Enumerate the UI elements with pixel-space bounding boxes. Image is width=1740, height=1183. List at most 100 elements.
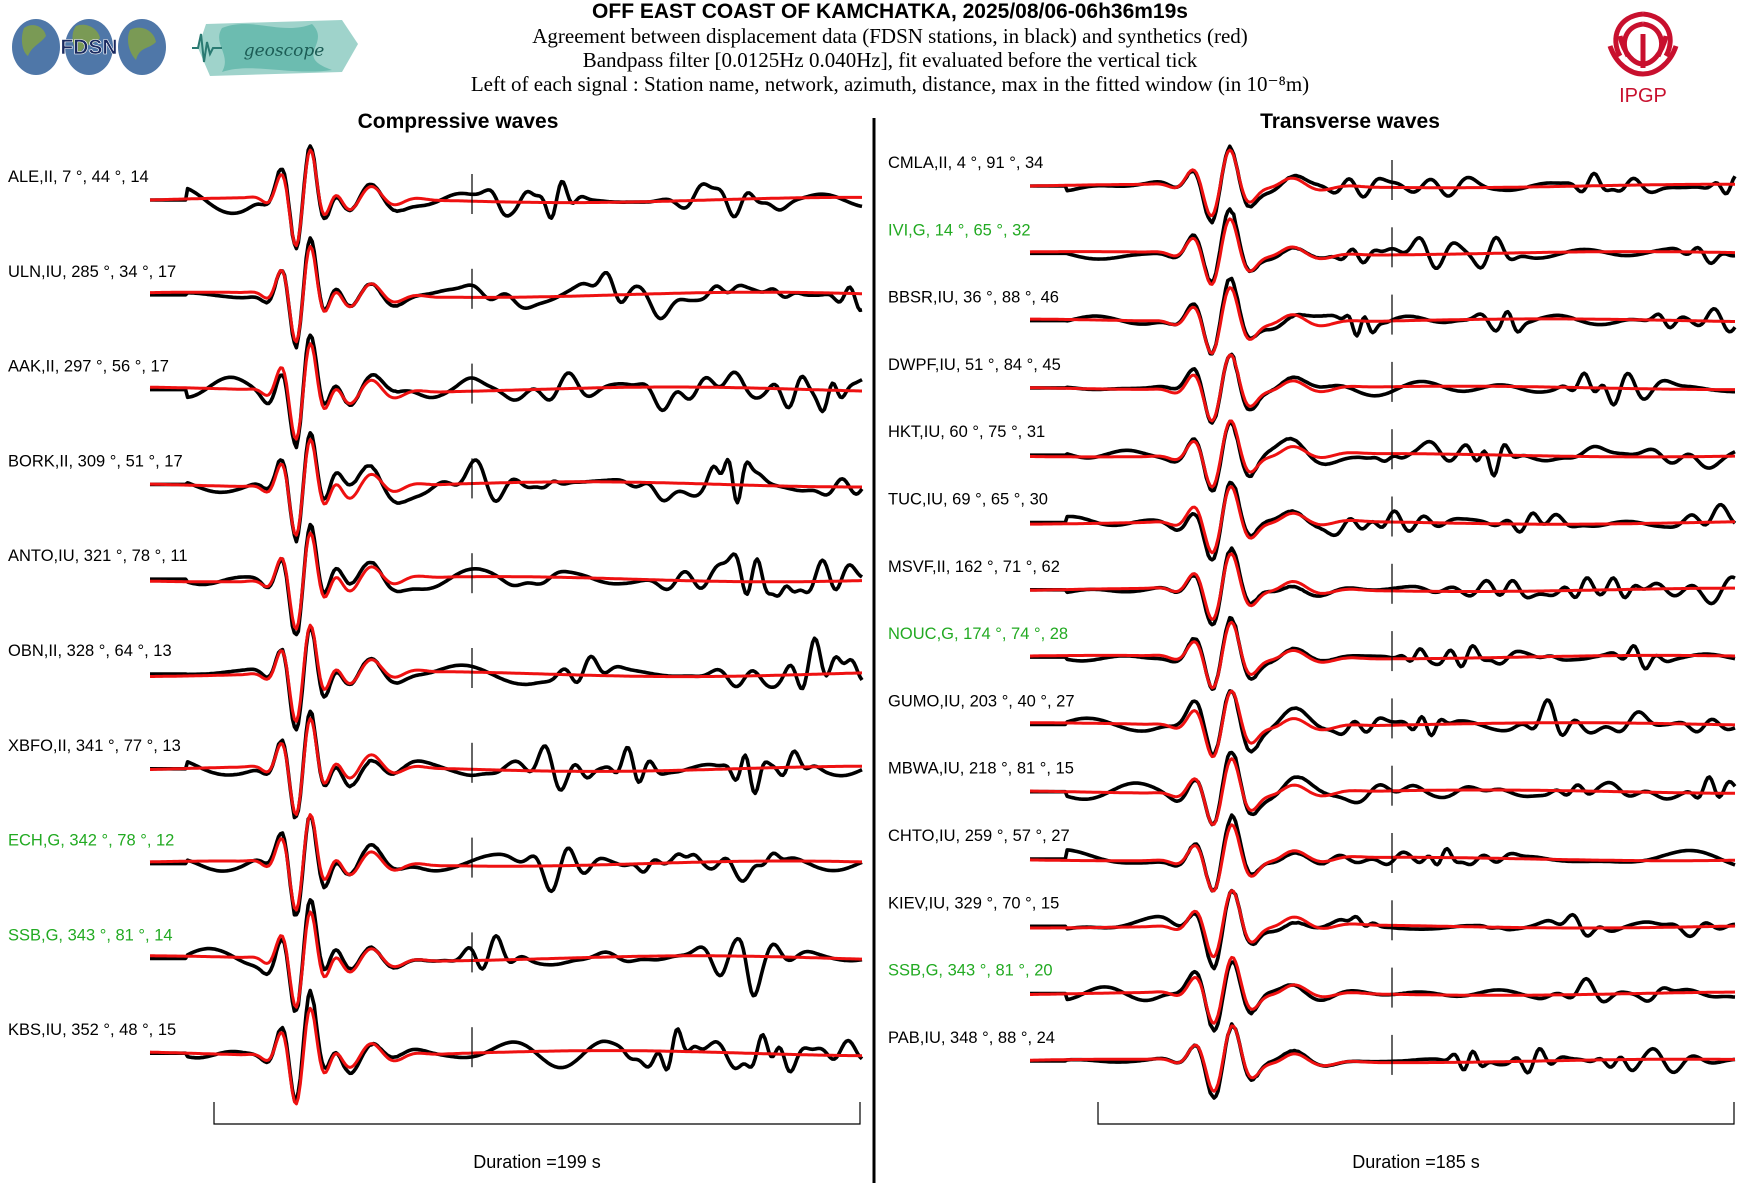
figure-title: OFF EAST COAST OF KAMCHATKA, 2025/08/06-… [592, 0, 1188, 23]
fdsn-logo: FDSN [12, 19, 166, 75]
station-trace-row: CMLA,II, 4 °, 91 °, 34 [888, 144, 1737, 225]
data-trace [1030, 207, 1736, 285]
station-label: TUC,IU, 69 °, 65 °, 30 [888, 491, 1048, 509]
duration-label: Duration =199 s [473, 1152, 601, 1172]
station-trace-row: PAB,IU, 348 °, 88 °, 24 [888, 1022, 1736, 1100]
synthetic-trace [1030, 485, 1735, 555]
synthetic-trace [1030, 955, 1736, 1025]
data-trace [150, 236, 863, 350]
panel-title: Compressive waves [358, 110, 559, 133]
station-label: DWPF,IU, 51 °, 84 °, 45 [888, 356, 1061, 374]
synthetic-trace [1030, 689, 1735, 759]
data-trace [1030, 750, 1737, 827]
station-label: SSB,G, 343 °, 81 °, 20 [888, 962, 1053, 980]
fdsn-logo-text: FDSN [60, 36, 117, 59]
station-label: BBSR,IU, 36 °, 88 °, 46 [888, 289, 1059, 307]
synthetic-trace [149, 148, 862, 248]
station-label: KIEV,IU, 329 °, 70 °, 15 [888, 894, 1059, 912]
figure-subtitle-bandpass: Bandpass filter [0.0125Hz 0.040Hz], fit … [582, 48, 1198, 72]
data-trace [150, 522, 864, 637]
data-trace [1030, 276, 1737, 356]
data-trace [1030, 352, 1735, 425]
geoscope-logo: geoscope [192, 20, 358, 76]
station-label: ANTO,IU, 321 °, 78 °, 11 [8, 547, 188, 565]
station-label: GUMO,IU, 203 °, 40 °, 27 [888, 692, 1075, 710]
synthetic-trace [150, 910, 862, 1009]
station-label: XBFO,II, 341 °, 77 °, 13 [8, 737, 181, 755]
station-trace-row: KIEV,IU, 329 °, 70 °, 15 [888, 888, 1736, 971]
synthetic-trace [1030, 148, 1735, 218]
station-label: PAB,IU, 348 °, 88 °, 24 [888, 1029, 1055, 1047]
panel-title: Transverse waves [1260, 110, 1440, 133]
station-label: ALE,II, 7 °, 44 °, 14 [8, 168, 149, 186]
synthetic-trace [1029, 552, 1735, 621]
data-trace [150, 333, 863, 450]
station-trace-row: MSVF,II, 162 °, 71 °, 62 [888, 546, 1736, 627]
synthetic-trace [150, 531, 862, 631]
data-trace [150, 709, 863, 820]
station-label: NOUC,G, 174 °, 74 °, 28 [888, 625, 1068, 643]
data-trace [150, 898, 863, 1013]
station-label: OBN,II, 328 °, 64 °, 13 [8, 642, 172, 660]
station-trace-row: AAK,II, 297 °, 56 °, 17 [8, 333, 863, 450]
duration-bracket [1097, 1102, 1735, 1125]
figure-subtitle-data-vs-synthetics: Agreement between displacement data (FDS… [532, 24, 1248, 48]
synthetic-trace [149, 1006, 862, 1106]
data-trace [150, 988, 864, 1102]
data-trace [150, 430, 864, 544]
station-label: MBWA,IU, 218 °, 81 °, 15 [888, 760, 1074, 778]
data-trace [1030, 419, 1736, 493]
synthetic-trace [1030, 419, 1735, 489]
ipgp-logo: IPGP [1607, 11, 1679, 107]
station-trace-row: BORK,II, 309 °, 51 °, 17 [8, 430, 864, 544]
data-trace [1030, 546, 1736, 627]
panel-compressive: Compressive waves ALE,II, 7 °, 44 °, 14 UL… [8, 110, 864, 1172]
synthetic-trace [1030, 286, 1735, 355]
station-label: CHTO,IU, 259 °, 57 °, 27 [888, 827, 1070, 845]
station-label: BORK,II, 309 °, 51 °, 17 [8, 452, 183, 470]
data-trace [1030, 888, 1736, 971]
station-label: KBS,IU, 352 °, 48 °, 15 [8, 1021, 176, 1039]
synthetic-trace [149, 342, 862, 441]
synthetic-trace [1030, 757, 1735, 826]
station-trace-row: HKT,IU, 60 °, 75 °, 31 [888, 419, 1736, 493]
station-trace-row: SSB,G, 343 °, 81 °, 14 [8, 898, 863, 1013]
synthetic-trace [150, 717, 862, 816]
station-label: MSVF,II, 162 °, 71 °, 62 [888, 558, 1060, 576]
synthetic-trace [149, 813, 862, 912]
data-trace [1030, 959, 1736, 1033]
geoscope-logo-text: geoscope [244, 41, 325, 61]
station-label: AAK,II, 297 °, 56 °, 17 [8, 358, 169, 376]
duration-label: Duration =185 s [1352, 1152, 1480, 1172]
station-trace-row: SSB,G, 343 °, 81 °, 20 [888, 955, 1736, 1033]
synthetic-trace [1030, 1024, 1735, 1093]
data-trace [1030, 689, 1736, 757]
synthetic-trace [1029, 217, 1735, 286]
station-trace-row: IVI,G, 14 °, 65 °, 32 [888, 207, 1736, 286]
station-label: IVI,G, 14 °, 65 °, 32 [888, 221, 1031, 239]
synthetic-trace [1030, 620, 1735, 690]
synthetic-trace [150, 244, 862, 344]
station-label: SSB,G, 343 °, 81 °, 14 [8, 926, 173, 944]
station-trace-row: ECH,G, 342 °, 78 °, 12 [8, 813, 863, 917]
station-label: ECH,G, 342 °, 78 °, 12 [8, 832, 174, 850]
station-trace-row: GUMO,IU, 203 °, 40 °, 27 [888, 689, 1736, 759]
station-trace-row: ALE,II, 7 °, 44 °, 14 [8, 144, 863, 251]
data-trace [150, 814, 863, 917]
synthetic-trace [149, 438, 862, 537]
data-trace [150, 626, 864, 732]
station-trace-row: OBN,II, 328 °, 64 °, 13 [8, 623, 864, 732]
panel-transverse: Transverse waves CMLA,II, 4 °, 91 °, 34 IV… [888, 110, 1737, 1172]
synthetic-trace [1030, 353, 1735, 423]
duration-bracket [213, 1102, 861, 1125]
station-label: HKT,IU, 60 °, 75 °, 31 [888, 423, 1045, 441]
station-trace-row: CHTO,IU, 259 °, 57 °, 27 [888, 813, 1736, 893]
synthetic-trace [1030, 889, 1736, 959]
station-trace-row: MBWA,IU, 218 °, 81 °, 15 [888, 750, 1737, 827]
station-trace-row: XBFO,II, 341 °, 77 °, 13 [8, 709, 863, 820]
ipgp-logo-text: IPGP [1619, 85, 1667, 107]
station-trace-row: TUC,IU, 69 °, 65 °, 30 [888, 480, 1737, 562]
data-trace [1030, 813, 1736, 893]
station-trace-row: DWPF,IU, 51 °, 84 °, 45 [888, 352, 1735, 425]
